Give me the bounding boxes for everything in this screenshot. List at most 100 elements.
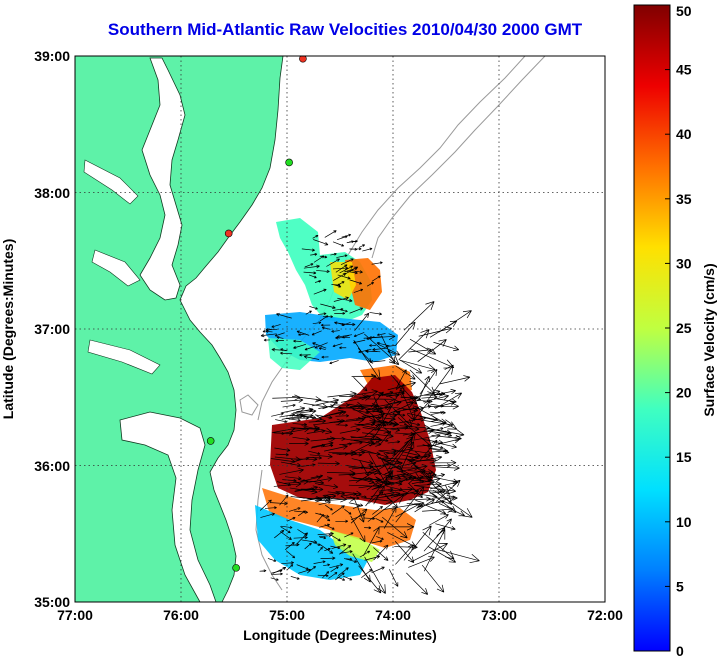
velocity-arrow [361,568,373,579]
velocity-arrow [328,572,338,579]
velocity-arrow [324,444,348,452]
velocity-arrow [353,497,365,523]
velocity-arrow [338,472,356,477]
velocity-patch-south-orange [262,488,416,548]
velocity-arrow [332,403,350,408]
velocity-arrow [344,509,352,515]
velocity-arrow [264,506,277,510]
velocity-arrow [308,419,326,424]
velocity-arrow [414,433,441,441]
velocity-arrow [287,564,294,570]
velocity-arrow [339,265,354,274]
colorbar [633,4,671,652]
velocity-arrow [353,340,381,381]
velocity-arrow [429,410,446,415]
velocity-arrow [343,575,353,581]
velocity-arrow [370,391,384,408]
plot-frame [74,55,606,603]
velocity-arrow [314,342,328,349]
velocity-arrow [271,347,288,352]
velocity-arrow [372,505,383,515]
velocity-arrow [292,422,308,427]
velocity-arrow [383,506,397,529]
velocity-arrow [349,247,358,251]
velocity-arrow [433,441,457,449]
velocity-arrow [279,468,304,475]
velocity-arrow [371,566,385,574]
velocity-arrow [314,279,322,283]
velocity-arrow [362,432,394,439]
velocity-arrow [386,485,404,492]
bathymetry-contour [371,56,546,259]
velocity-arrow [335,519,349,523]
velocity-arrow [395,486,425,523]
velocity-arrow [340,258,354,266]
velocity-arrow [336,235,348,241]
velocity-arrow [329,563,344,569]
velocity-arrow [403,301,435,331]
velocity-arrow [322,491,341,497]
velocity-arrow [319,523,330,528]
velocity-arrow [334,284,342,288]
velocity-arrow [274,529,285,539]
velocity-arrow [362,427,390,434]
velocity-arrow [279,413,295,418]
velocity-arrow [319,513,331,522]
velocity-arrow [348,502,364,507]
velocity-arrow [310,253,318,256]
colorbar-tick-label: 10 [676,514,692,530]
velocity-arrow [339,442,352,446]
velocity-arrow [349,389,378,397]
chesapeake-bay [139,57,186,301]
velocity-arrow [303,264,320,269]
velocity-arrow [394,544,418,550]
velocity-arrow [432,431,453,438]
colorbar-tick-label: 25 [676,320,692,336]
velocity-arrow [317,574,329,578]
velocity-arrow [432,465,460,471]
velocity-arrow [289,441,309,446]
velocity-arrow [275,453,289,457]
velocity-arrow [274,447,291,452]
velocity-arrow [265,328,278,331]
colorbar-label: Surface Velocity (cm/s) [701,263,717,416]
velocity-arrow [422,503,447,515]
velocity-arrow [274,332,285,337]
velocity-arrow [304,263,314,268]
x-axis-label: Longitude (Degrees:Minutes) [243,627,437,643]
station-marker [232,564,240,572]
velocity-arrow [293,339,302,343]
velocity-arrow [415,455,443,463]
velocity-arrow [395,365,416,380]
velocity-arrow [313,239,329,246]
velocity-arrow [290,576,300,580]
velocity-arrow [316,513,324,523]
velocity-arrow [303,355,320,360]
velocity-arrow [405,457,433,479]
velocity-arrow [350,441,374,454]
velocity-arrow [399,359,436,372]
velocity-arrow [330,252,337,256]
velocity-arrow [285,550,296,559]
lon-tick-label: 73:00 [481,607,517,623]
velocity-arrow [408,482,423,499]
velocity-arrow [410,348,455,369]
velocity-arrow [301,425,333,435]
velocity-arrow [350,513,366,521]
lat-tick-label: 36:00 [34,458,70,474]
velocity-arrow [317,461,340,466]
velocity-arrow [282,478,297,483]
velocity-arrow [385,456,415,463]
albemarle-sound [119,411,217,602]
lat-tick-label: 37:00 [34,321,70,337]
velocity-arrow [435,548,480,564]
velocity-arrow [273,481,302,488]
river-inlet [91,249,141,287]
velocity-vectors [259,230,480,595]
velocity-arrow [391,448,421,458]
velocity-arrow [280,397,304,403]
velocity-arrow [423,427,465,438]
velocity-arrow [275,339,284,343]
velocity-arrow [331,505,345,515]
lon-tick-label: 72:00 [587,607,623,623]
